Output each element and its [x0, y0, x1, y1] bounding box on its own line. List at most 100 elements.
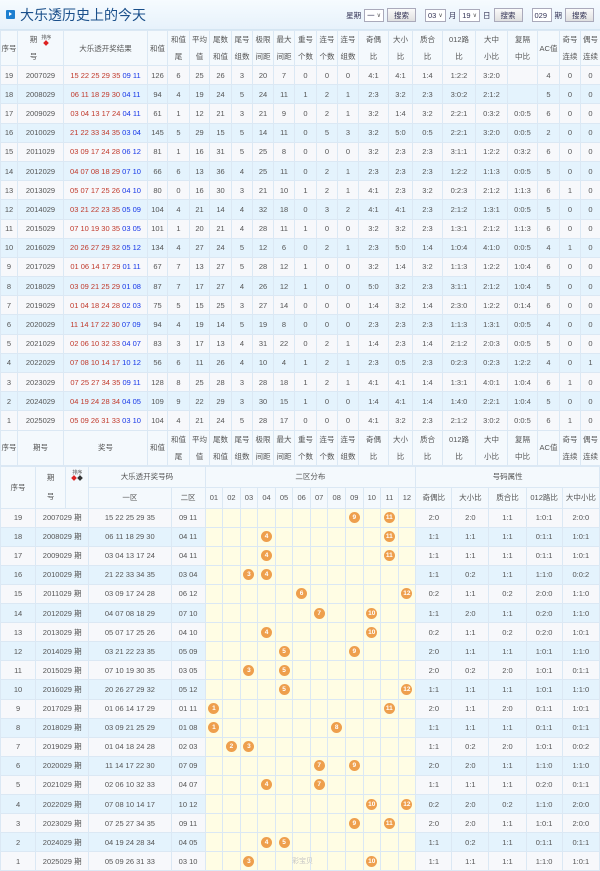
- front-numbers: 02 06 10 32 33: [70, 339, 121, 349]
- stat-cell: 2:3: [388, 333, 413, 354]
- attr-cell: 0:2: [451, 832, 490, 853]
- col-header: 重号 个数: [294, 30, 317, 66]
- number-ball: 10: [366, 798, 378, 810]
- dist-cell: [380, 583, 399, 605]
- stat-cell: 0: [337, 218, 359, 239]
- col-header-text: 序号: [2, 40, 17, 57]
- dist-cell: [257, 679, 276, 700]
- dist-cell: [274, 793, 294, 815]
- table-row: 11 2015029 期 07 10 19 30 35 03 05 3 5 2:0 0:2 2:…: [0, 660, 600, 681]
- seq-cell: 18: [0, 526, 37, 547]
- stat-cell: 5:0: [388, 122, 413, 143]
- dist-cell: [380, 755, 399, 776]
- zone2-distribution-table: 序号 期号 排序 大乐透开奖号码 二区分布 号码属性 一区 二区 01 02 03 0…: [0, 465, 600, 871]
- stat-cell: 5: [537, 391, 560, 412]
- stat-cell: 3:2: [388, 218, 413, 239]
- dist-cell: [397, 526, 417, 547]
- sort-button[interactable]: 排序: [65, 465, 90, 509]
- back-numbers: 04 10: [122, 185, 141, 195]
- dist-cell: [239, 755, 259, 776]
- stat-cell: 21: [209, 103, 232, 124]
- issue-cell: 2016029 期: [35, 679, 90, 700]
- stat-cell: 0: [559, 218, 581, 239]
- col-header-line: 重号: [298, 434, 313, 444]
- attr-col-header: 大小比: [451, 486, 490, 509]
- dist-cell: 5: [274, 641, 294, 662]
- stat-cell: 11: [189, 352, 210, 374]
- issue-cell: 2011029 期: [35, 583, 90, 605]
- attr-cell: 2:0: [451, 755, 490, 776]
- dist-cell: [292, 813, 311, 834]
- back-numbers: 01 11: [122, 262, 141, 272]
- zone2-cell: 10 12: [170, 793, 206, 815]
- stat-cell: 2:2:1: [475, 391, 508, 412]
- seq-cell: 19: [0, 64, 18, 86]
- stat-cell: 2: [337, 199, 359, 220]
- table-row: 17 2009029 03 04 13 17 24 04 11 61 1 12 21 3 21 9…: [0, 103, 600, 124]
- col-header-line: 尾数: [213, 35, 228, 44]
- issue-number: 2008029: [42, 532, 72, 542]
- col-header: 重号 个数: [294, 429, 317, 466]
- dist-cell: [222, 603, 241, 624]
- seq-cell: 2: [0, 391, 18, 412]
- stat-cell: 0: [337, 295, 359, 316]
- day-select[interactable]: 19 ∨: [459, 8, 480, 22]
- issue-suffix: 期: [74, 684, 82, 694]
- attr-cell: 1:1: [451, 526, 490, 547]
- stat-cell: 17: [189, 276, 210, 297]
- issue-suffix: 期: [74, 742, 82, 752]
- stat-cell: 2:1:2: [475, 180, 508, 201]
- issue-number: 2022029: [42, 799, 72, 809]
- attr-cell: 1:0:1: [561, 526, 600, 547]
- stat-cell: 4:1: [388, 199, 413, 220]
- dist-cell: [204, 774, 224, 795]
- date-search-button[interactable]: 搜索: [493, 8, 523, 22]
- stat-cell: 28: [252, 410, 274, 431]
- attr-cell: 1:0:1: [525, 660, 563, 681]
- stat-cell: 14: [209, 314, 232, 335]
- issue-cell: 2022029 期: [35, 793, 90, 815]
- seq-cell: 13: [0, 180, 18, 201]
- stat-cell: 2:1:2: [442, 199, 476, 220]
- dist-col-header: 01: [204, 486, 224, 509]
- attr-cell: 1:1: [488, 564, 527, 585]
- dist-col-header: 09: [344, 486, 364, 509]
- month-select[interactable]: 03 ∨: [425, 8, 446, 22]
- seq-cell: 14: [0, 160, 18, 182]
- stat-cell: 5: [231, 410, 253, 431]
- attr-cell: 2:0:0: [525, 583, 563, 605]
- issue-input[interactable]: 029: [531, 8, 552, 22]
- issue-cell: 2013029 期: [35, 622, 90, 643]
- stat-cell: 1:1:3: [442, 314, 476, 335]
- col-header-line: 序号: [1, 443, 17, 453]
- seq-cell: 12: [0, 641, 37, 662]
- stat-cell: 5: [537, 333, 560, 354]
- dist-cell: [397, 641, 417, 662]
- stat-cell: 0: [559, 122, 581, 143]
- sort-button[interactable]: 排序: [41, 35, 51, 47]
- seq-cell: 5: [0, 333, 18, 354]
- weekday-select[interactable]: 一 ∨: [364, 8, 384, 22]
- issue-number: 2020029: [42, 761, 72, 771]
- stat-cell: 4: [231, 352, 253, 374]
- weekday-search-button[interactable]: 搜索: [387, 8, 416, 22]
- dist-cell: 9: [344, 641, 364, 662]
- issue-search-button[interactable]: 搜索: [565, 8, 594, 22]
- dist-cell: 11: [380, 698, 399, 719]
- seq-cell: 6: [0, 314, 18, 335]
- col-zone1: 一区: [88, 486, 172, 509]
- dist-cell: 1: [204, 717, 224, 738]
- dist-cell: [327, 736, 346, 757]
- dist-cell: [362, 736, 382, 757]
- result-cell: 06 11 18 29 30 04 11: [63, 84, 148, 105]
- front-numbers: 01 06 14 17 29: [70, 262, 121, 272]
- zone2-cell: 03 05: [170, 660, 206, 681]
- attr-cell: 0:2:0: [525, 774, 563, 795]
- table-row: 6 2020029 期 11 14 17 22 30 07 09 7 9 2:0 2:0 1:1…: [0, 755, 600, 776]
- dist-cell: [344, 851, 364, 871]
- dist-cell: [397, 603, 417, 624]
- attr-cell: 1:1:0: [525, 564, 563, 585]
- col-header-line: 尾: [174, 52, 183, 61]
- dist-cell: [239, 813, 259, 834]
- issue-suffix: 期: [74, 856, 82, 866]
